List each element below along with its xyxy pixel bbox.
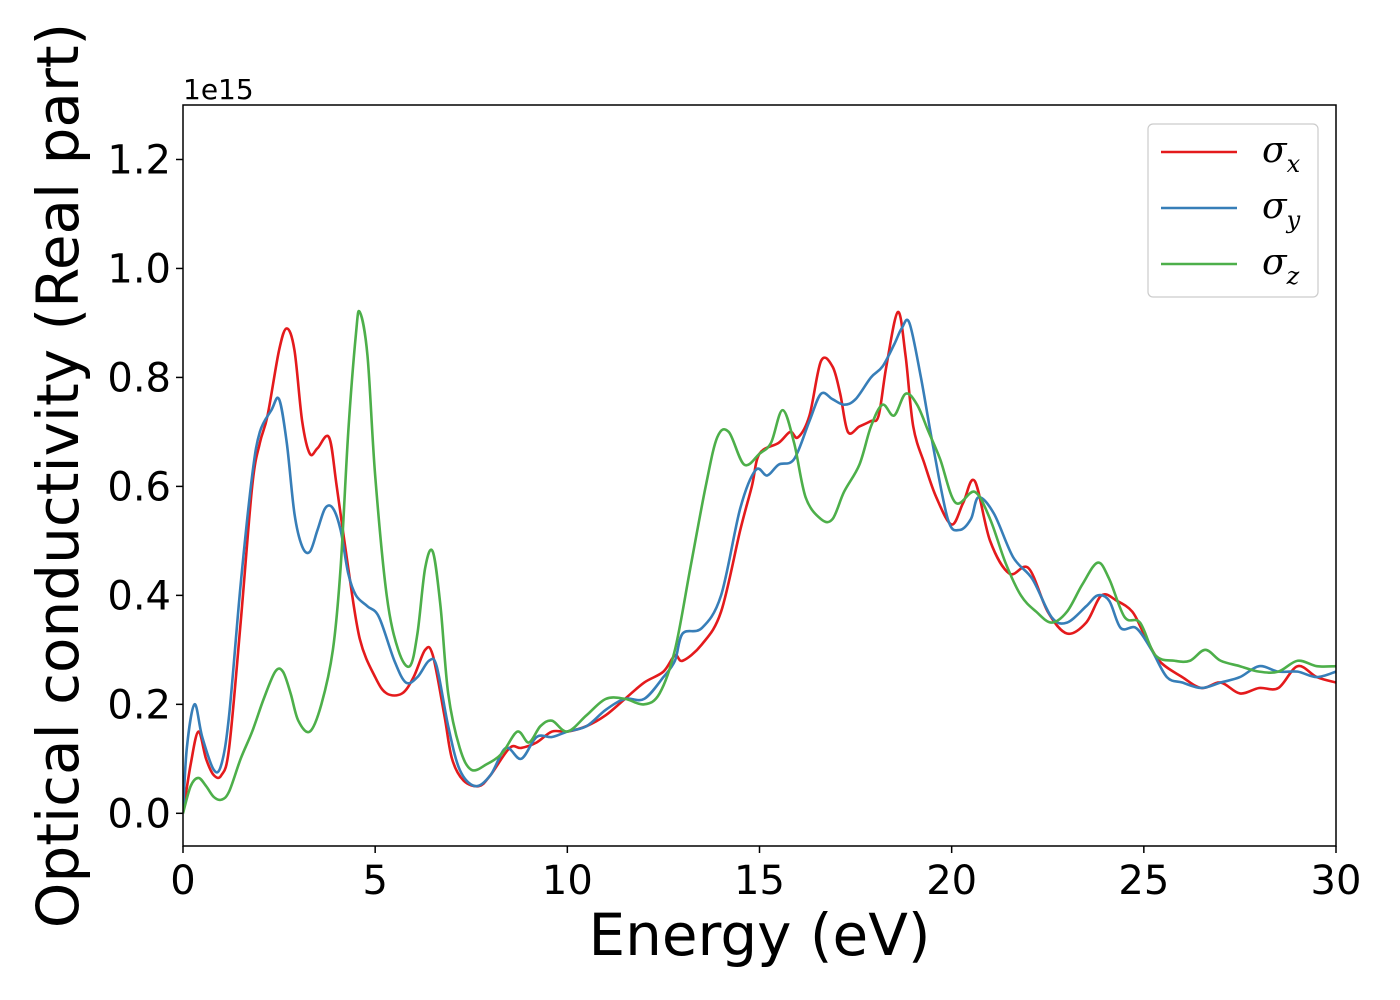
y-tick-label: 1.0 xyxy=(107,246,171,292)
series-line-sigma-x xyxy=(183,310,1336,814)
x-tick-label: 10 xyxy=(542,858,593,904)
y-tick-label: 1.2 xyxy=(107,137,171,183)
legend-symbol: σ xyxy=(1262,242,1288,283)
legend-symbol: σ xyxy=(1262,130,1288,171)
x-tick-label: 5 xyxy=(362,858,387,904)
y-tick-label: 0.6 xyxy=(107,464,171,510)
x-tick-label: 20 xyxy=(926,858,977,904)
y-tick-label: 0.2 xyxy=(107,682,171,728)
y-axis-label: Optical conductivity (Real part) xyxy=(24,23,92,928)
legend-subscript: y xyxy=(1286,206,1301,234)
y-tick-label: 0.4 xyxy=(107,573,171,619)
series-line-sigma-z xyxy=(183,309,1336,814)
legend-subscript: z xyxy=(1286,262,1300,290)
x-axis-label: Energy (eV) xyxy=(588,901,930,969)
x-tick-label: 0 xyxy=(170,858,195,904)
legend-box xyxy=(1147,123,1319,298)
legend-subscript: x xyxy=(1287,150,1301,178)
y-tick-label: 0.8 xyxy=(107,355,171,401)
legend-label-sigma-z: σz xyxy=(1262,242,1300,290)
x-tick-label: 15 xyxy=(734,858,785,904)
x-axis: 0 5 10 15 20 25 30 xyxy=(170,846,1361,904)
legend-symbol: σ xyxy=(1262,186,1288,227)
legend-label-sigma-y: σy xyxy=(1262,186,1301,234)
x-tick-label: 25 xyxy=(1118,858,1169,904)
plot-area xyxy=(183,309,1336,814)
x-tick-label: 30 xyxy=(1311,858,1362,904)
legend-label-sigma-x: σx xyxy=(1262,130,1301,178)
y-axis: 0.0 0.2 0.4 0.6 0.8 1.0 1.2 xyxy=(107,137,183,837)
series-line-sigma-y xyxy=(183,318,1336,814)
y-tick-label: 0.0 xyxy=(107,791,171,837)
y-offset-text: 1e15 xyxy=(183,73,254,106)
